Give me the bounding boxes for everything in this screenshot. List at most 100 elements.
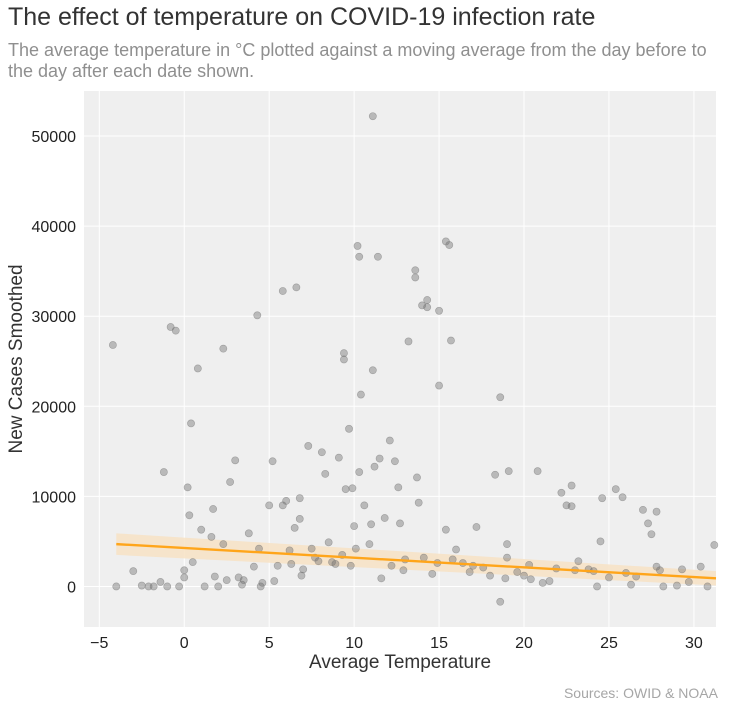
data-point	[435, 381, 443, 390]
data-point	[652, 507, 661, 516]
data-point	[222, 576, 231, 585]
data-point	[365, 540, 374, 549]
x-axis-label: Average Temperature	[309, 652, 491, 673]
data-point	[684, 578, 693, 586]
x-tick-label: 25	[600, 635, 618, 652]
data-point	[501, 574, 510, 583]
data-point	[520, 571, 528, 580]
data-point	[387, 561, 396, 570]
x-tick-label: 5	[265, 635, 274, 652]
data-point	[678, 565, 686, 574]
data-point	[299, 565, 308, 574]
x-tick-label: 30	[685, 635, 703, 652]
data-point	[197, 525, 206, 534]
data-point	[445, 241, 454, 249]
data-point	[435, 306, 443, 315]
data-point	[226, 478, 235, 486]
data-point	[209, 505, 218, 513]
x-tick-label: 10	[345, 635, 363, 652]
chart-subtitle: The average temperature in °C plotted ag…	[8, 40, 707, 81]
data-point	[647, 530, 656, 539]
data-point	[472, 523, 481, 531]
x-tick-label: 20	[515, 635, 533, 652]
data-point	[317, 448, 326, 457]
data-point	[696, 562, 705, 571]
y-tick-label: 20000	[32, 399, 77, 416]
data-point	[149, 582, 158, 591]
data-point	[598, 494, 607, 503]
data-point	[282, 496, 291, 505]
data-point	[545, 577, 554, 585]
data-point	[399, 566, 408, 575]
data-point	[219, 344, 228, 353]
data-point	[180, 566, 189, 575]
data-point	[367, 520, 376, 529]
data-point	[618, 493, 627, 502]
data-points	[108, 112, 719, 606]
data-point	[200, 582, 209, 591]
data-point	[411, 273, 420, 282]
data-point	[447, 336, 455, 345]
data-point	[328, 558, 336, 567]
data-point	[278, 287, 287, 295]
data-point	[394, 483, 403, 492]
data-point	[574, 557, 583, 566]
data-point	[419, 553, 428, 562]
data-point	[423, 303, 432, 312]
data-point	[219, 540, 228, 549]
y-tick-label: 10000	[32, 489, 77, 506]
data-point	[353, 242, 362, 250]
data-point	[324, 538, 333, 547]
data-point	[171, 326, 180, 335]
data-point	[368, 112, 377, 121]
data-point	[256, 582, 265, 591]
data-point	[396, 519, 404, 528]
y-tick-label: 40000	[32, 219, 77, 236]
data-point	[355, 252, 364, 261]
data-point	[273, 561, 282, 570]
data-point	[375, 454, 384, 463]
data-point	[268, 457, 277, 466]
data-point	[391, 457, 399, 466]
data-point	[503, 540, 511, 549]
x-tick-label: −5	[90, 635, 108, 652]
data-point	[175, 582, 184, 591]
data-point	[270, 577, 279, 585]
data-point	[112, 582, 121, 591]
trend-line	[116, 542, 717, 580]
data-point	[304, 442, 313, 450]
data-point	[290, 524, 299, 532]
data-point	[180, 573, 189, 582]
regression-line	[116, 542, 717, 580]
confidence-band	[116, 533, 717, 586]
data-point	[244, 529, 253, 538]
data-point	[703, 582, 712, 591]
data-point	[183, 483, 192, 492]
chart-title: The effect of temperature on COVID-19 in…	[8, 3, 596, 31]
data-point	[413, 473, 421, 482]
data-point	[287, 560, 296, 568]
data-point	[360, 501, 369, 510]
data-point	[238, 580, 246, 589]
data-point	[234, 573, 243, 582]
data-point	[423, 296, 432, 304]
data-point	[605, 573, 613, 582]
data-point	[265, 501, 274, 510]
data-point	[334, 453, 343, 462]
y-tick-label: 30000	[32, 309, 77, 326]
data-point	[351, 544, 360, 553]
data-point	[441, 525, 450, 534]
x-tick-label: 15	[430, 635, 448, 652]
data-point	[448, 555, 457, 564]
data-point	[557, 488, 566, 497]
data-point	[639, 505, 647, 514]
data-point	[295, 494, 304, 503]
data-point	[404, 337, 413, 346]
data-point	[137, 581, 146, 590]
data-point	[357, 390, 365, 399]
y-tick-label: 50000	[32, 129, 77, 146]
data-point	[163, 582, 172, 591]
data-point	[253, 311, 262, 320]
data-point	[368, 366, 377, 375]
